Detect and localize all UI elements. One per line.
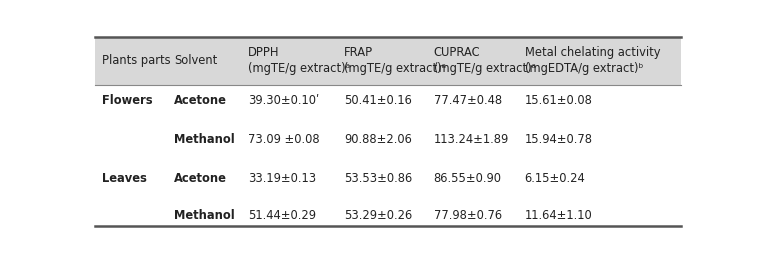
Text: 15.61±0.08: 15.61±0.08 (525, 94, 593, 107)
Text: 6.15±0.24: 6.15±0.24 (525, 171, 585, 185)
Text: 50.41±0.16: 50.41±0.16 (344, 94, 412, 107)
Text: CUPRAC
(mgTE/g extract)ᵃ: CUPRAC (mgTE/g extract)ᵃ (434, 46, 536, 75)
Text: Plants parts: Plants parts (101, 55, 170, 67)
Text: Solvent: Solvent (174, 55, 217, 67)
Text: Methanol: Methanol (174, 209, 235, 222)
Text: Acetone: Acetone (174, 171, 226, 185)
Bar (95, 37, 681, 85)
Text: 86.55±0.90: 86.55±0.90 (434, 171, 502, 185)
Text: 53.29±0.26: 53.29±0.26 (344, 209, 413, 222)
Text: 77.98±0.76: 77.98±0.76 (434, 209, 502, 222)
Text: DPPH
(mgTE/g extract)ᵃ: DPPH (mgTE/g extract)ᵃ (248, 46, 350, 75)
Text: 51.44±0.29: 51.44±0.29 (248, 209, 316, 222)
Text: Methanol: Methanol (174, 133, 235, 146)
Text: 33.19±0.13: 33.19±0.13 (248, 171, 316, 185)
Text: FRAP
(mgTE/g extract)ᵃ: FRAP (mgTE/g extract)ᵃ (344, 46, 446, 75)
Text: 113.24±1.89: 113.24±1.89 (434, 133, 509, 146)
Text: Metal chelating activity
(mgEDTA/g extract)ᵇ: Metal chelating activity (mgEDTA/g extra… (525, 46, 660, 75)
Text: 73.09 ±0.08: 73.09 ±0.08 (248, 133, 320, 146)
Text: Leaves: Leaves (101, 171, 147, 185)
Text: 77.47±0.48: 77.47±0.48 (434, 94, 502, 107)
Text: 53.53±0.86: 53.53±0.86 (344, 171, 413, 185)
Text: Acetone: Acetone (174, 94, 226, 107)
Text: Flowers: Flowers (101, 94, 152, 107)
Text: 39.30±0.10ʹ: 39.30±0.10ʹ (248, 94, 319, 107)
Text: 11.64±1.10: 11.64±1.10 (525, 209, 593, 222)
Text: 15.94±0.78: 15.94±0.78 (525, 133, 593, 146)
Text: 90.88±2.06: 90.88±2.06 (344, 133, 412, 146)
